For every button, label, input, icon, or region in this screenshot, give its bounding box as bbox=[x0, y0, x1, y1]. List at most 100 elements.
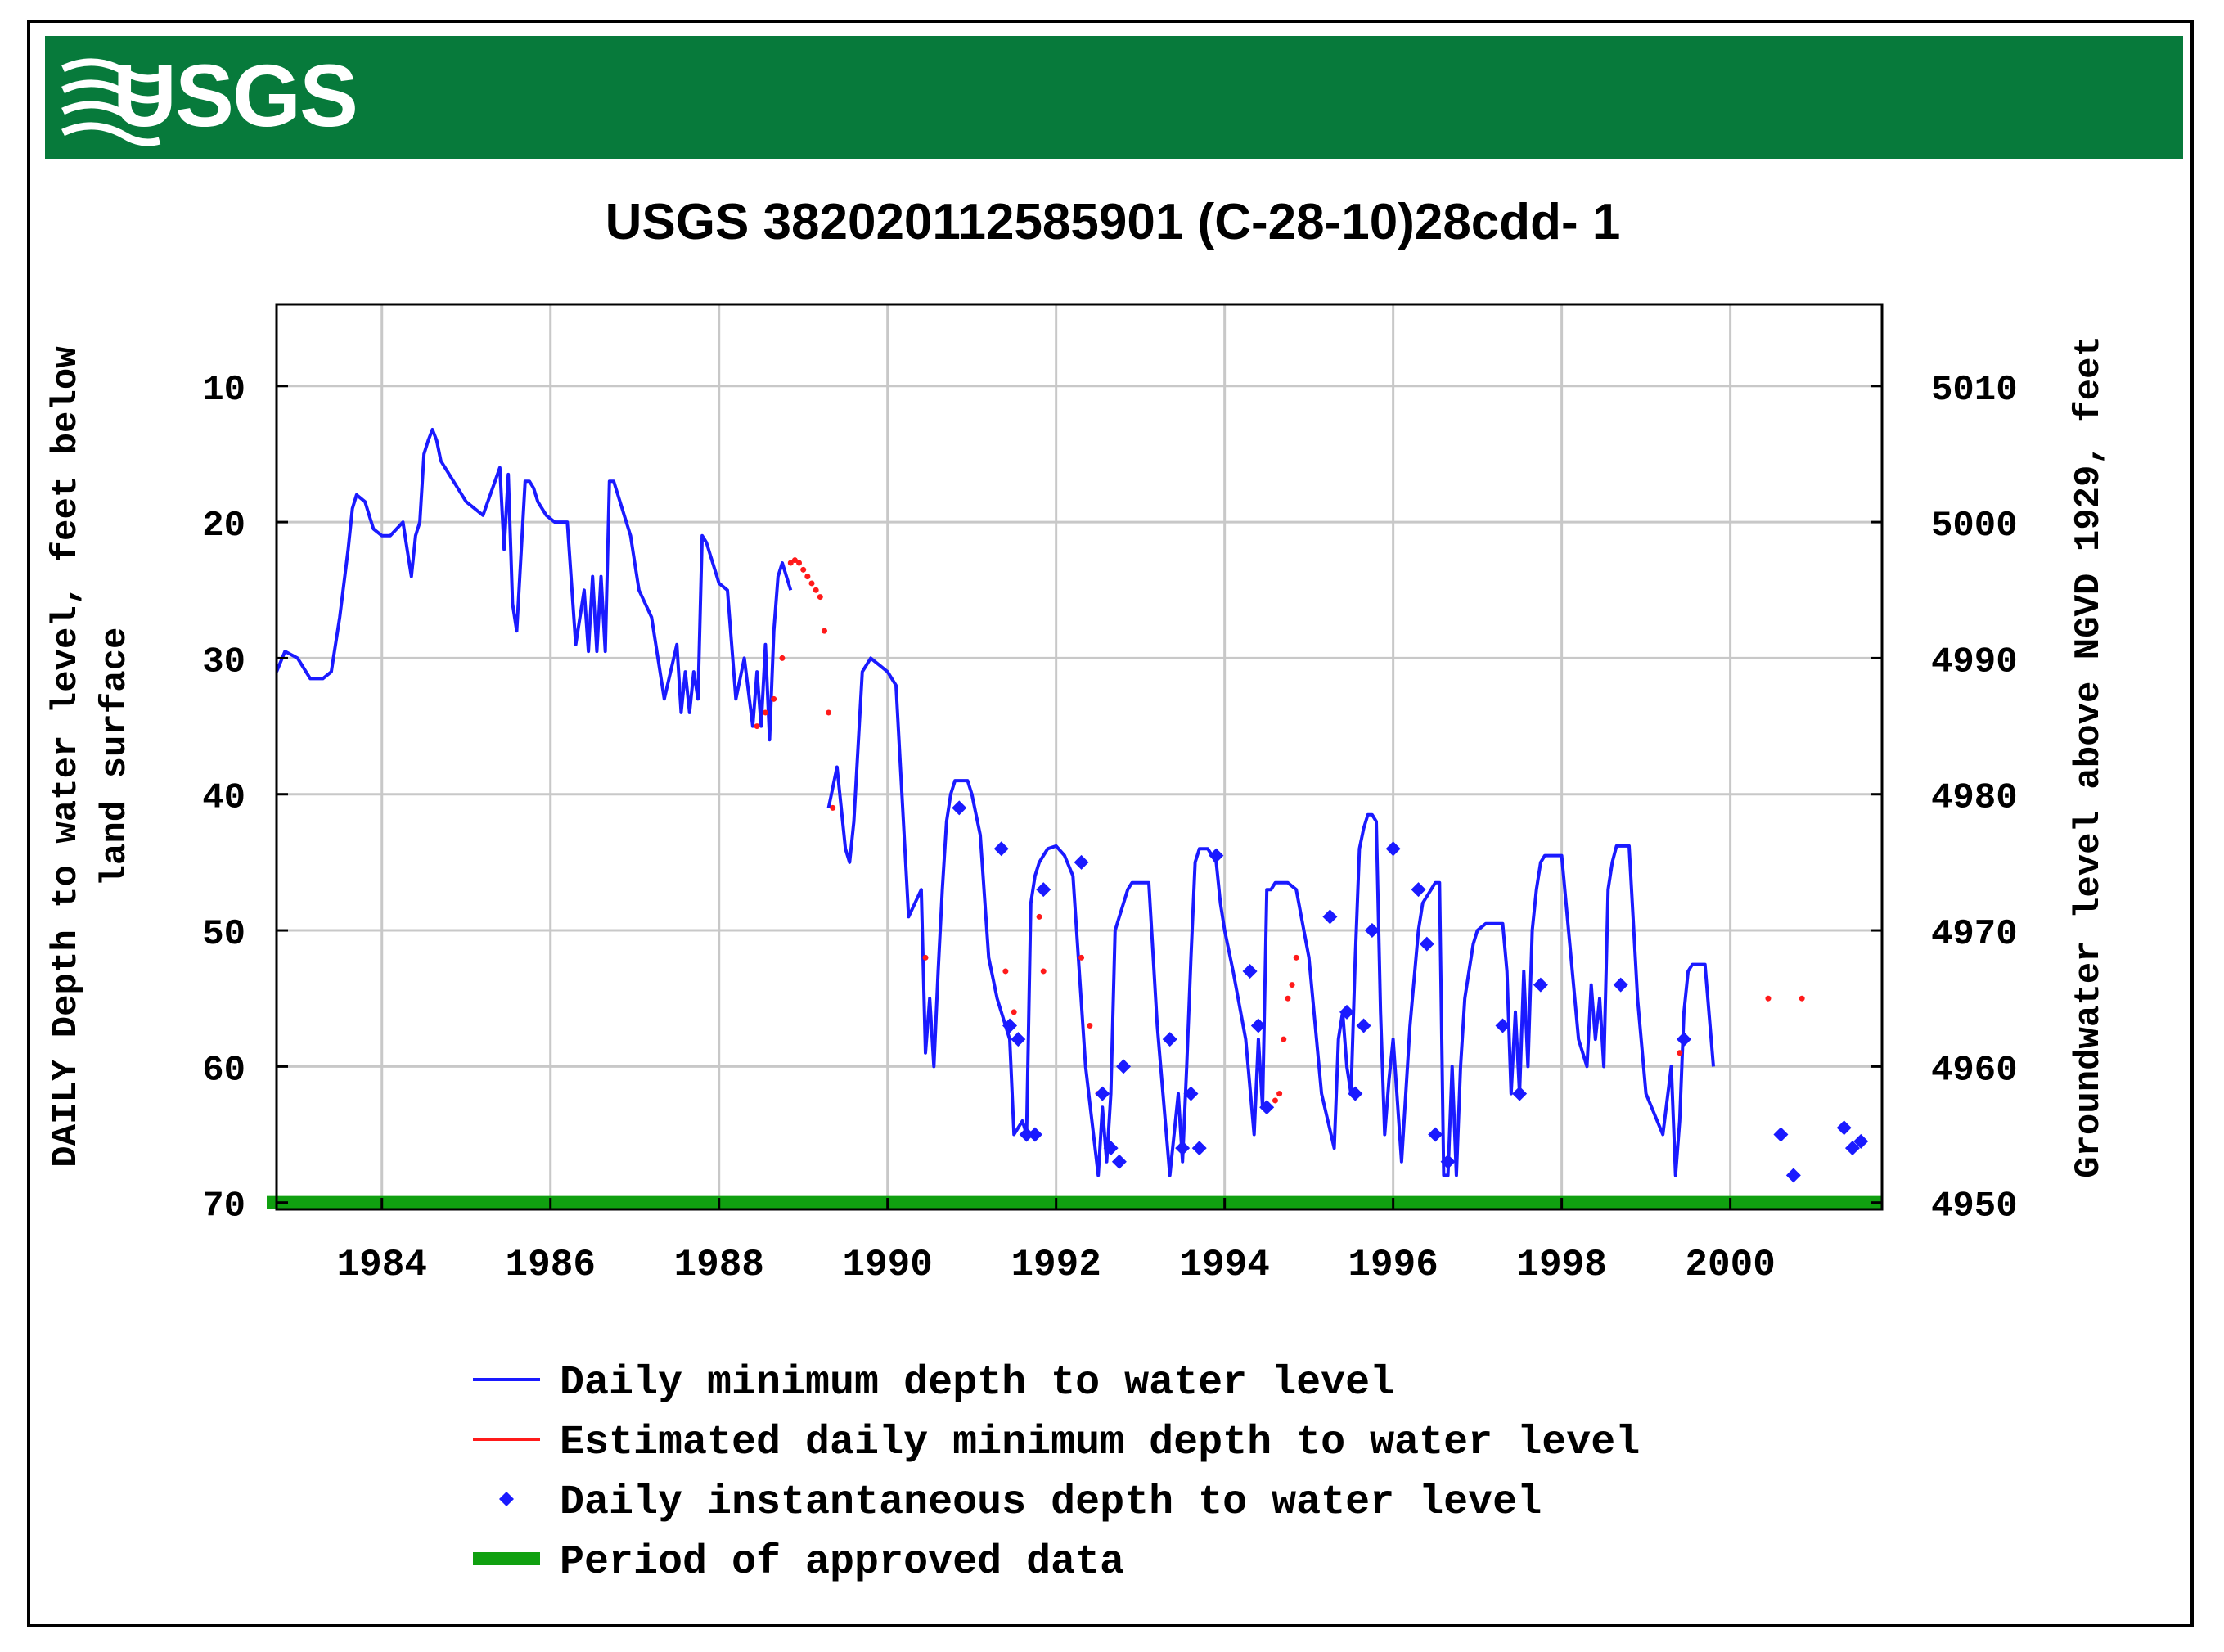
x-tick-label: 1988 bbox=[673, 1244, 763, 1286]
instantaneous-point bbox=[1613, 977, 1628, 993]
instantaneous-point bbox=[1002, 1018, 1018, 1033]
instantaneous-point bbox=[1411, 882, 1426, 898]
instantaneous-point bbox=[1339, 1004, 1354, 1020]
instantaneous-point bbox=[1428, 1127, 1443, 1142]
usgs-banner bbox=[45, 36, 2183, 159]
instantaneous-point bbox=[1853, 1133, 1869, 1149]
estimated-point bbox=[1276, 1091, 1283, 1097]
instantaneous-point bbox=[993, 841, 1009, 857]
instantaneous-point bbox=[1676, 1032, 1691, 1047]
instantaneous-point bbox=[1183, 1086, 1199, 1101]
grid bbox=[277, 304, 1882, 1209]
y-tick-label: 20 bbox=[202, 506, 245, 547]
usgs-logo-icon bbox=[61, 58, 161, 146]
instantaneous-point bbox=[1495, 1018, 1510, 1033]
y-tick-label: 40 bbox=[202, 778, 245, 819]
instantaneous-point bbox=[1191, 1141, 1207, 1156]
instantaneous-point bbox=[1836, 1120, 1852, 1136]
instantaneous-point bbox=[1385, 841, 1401, 857]
series-layer bbox=[267, 428, 1882, 1209]
instantaneous-point bbox=[1074, 854, 1089, 870]
instantaneous-point bbox=[1512, 1086, 1528, 1101]
chart-title: USGS 382020112585901 (C-28-10)28cdd- 1 bbox=[606, 194, 1621, 250]
y-axis-label: land surface bbox=[95, 628, 136, 887]
estimated-point bbox=[826, 709, 832, 716]
estimated-point bbox=[1040, 968, 1047, 975]
estimated-point bbox=[808, 580, 815, 587]
estimated-point bbox=[754, 723, 760, 730]
legend-label: Period of approved data bbox=[560, 1539, 1124, 1586]
instantaneous-point bbox=[1322, 909, 1338, 925]
estimated-point bbox=[800, 566, 807, 573]
y2-tick-label: 5000 bbox=[1931, 506, 2018, 547]
estimated-point bbox=[771, 695, 777, 702]
instantaneous-point bbox=[1773, 1127, 1789, 1142]
instantaneous-point bbox=[1533, 977, 1548, 993]
y-tick-label: 60 bbox=[202, 1050, 245, 1091]
y2-tick-label: 4950 bbox=[1931, 1186, 2018, 1227]
instantaneous-point bbox=[952, 800, 967, 816]
y2-tick-label: 4970 bbox=[1931, 914, 2018, 955]
estimated-point bbox=[791, 557, 798, 564]
legend-label: Estimated daily minimum depth to water l… bbox=[560, 1420, 1640, 1466]
legend-marker bbox=[499, 1492, 514, 1506]
instantaneous-point bbox=[1440, 1154, 1456, 1169]
estimated-point bbox=[787, 560, 794, 566]
estimated-point bbox=[1036, 913, 1042, 920]
estimated-point bbox=[1078, 954, 1085, 961]
instantaneous-point bbox=[1209, 848, 1224, 863]
series-group bbox=[277, 428, 1869, 1183]
instantaneous-point bbox=[1364, 923, 1380, 939]
estimated-point bbox=[1293, 954, 1299, 961]
instantaneous-point bbox=[1019, 1127, 1034, 1142]
instantaneous-point bbox=[1250, 1018, 1266, 1033]
estimated-point bbox=[1285, 995, 1291, 1002]
x-tick-label: 1990 bbox=[842, 1244, 932, 1286]
instantaneous-point bbox=[1095, 1086, 1110, 1101]
x-tick-label: 1984 bbox=[337, 1244, 427, 1286]
estimated-point bbox=[821, 628, 827, 634]
x-tick-label: 1998 bbox=[1516, 1244, 1606, 1286]
y2-tick-label: 5010 bbox=[1931, 370, 2018, 411]
estimated-point bbox=[830, 804, 836, 811]
instantaneous-point bbox=[1259, 1100, 1275, 1115]
legend: Daily minimum depth to water level Estima… bbox=[473, 1360, 1640, 1586]
x-tick-label: 1992 bbox=[1011, 1244, 1101, 1286]
axes: 10 20 30 40 50 60 70 5010 5000 4990 4980 4970 4960 49… bbox=[46, 335, 2109, 1286]
estimated-point bbox=[1677, 1050, 1683, 1056]
instantaneous-point bbox=[1419, 936, 1434, 952]
instantaneous-point bbox=[1027, 1127, 1042, 1142]
figure-frame bbox=[27, 20, 2194, 1627]
y-tick-label: 10 bbox=[202, 370, 245, 411]
y-axis-label: DAILY Depth to water level, feet below bbox=[46, 346, 87, 1168]
legend-label: Daily minimum depth to water level bbox=[560, 1360, 1394, 1407]
banner-background bbox=[45, 36, 2183, 159]
x-tick-label: 1986 bbox=[506, 1244, 596, 1286]
estimated-point bbox=[1011, 1009, 1017, 1015]
instantaneous-point bbox=[1111, 1154, 1127, 1169]
estimated-point bbox=[1765, 995, 1772, 1002]
instantaneous-point bbox=[1116, 1059, 1132, 1074]
estimated-point bbox=[1087, 1022, 1093, 1029]
instantaneous-point bbox=[1011, 1032, 1026, 1047]
instantaneous-point bbox=[1175, 1141, 1191, 1156]
estimated-point bbox=[1281, 1036, 1287, 1042]
y-tick-label: 70 bbox=[202, 1186, 245, 1227]
plot-area bbox=[275, 303, 1884, 1211]
series-daily-minimum-line bbox=[826, 656, 1715, 1177]
y2-tick-label: 4990 bbox=[1931, 641, 2018, 682]
y2-tick-label: 4980 bbox=[1931, 778, 2018, 819]
estimated-point bbox=[813, 587, 819, 593]
instantaneous-point bbox=[1785, 1168, 1801, 1183]
estimated-point bbox=[779, 655, 786, 661]
instantaneous-point bbox=[1356, 1018, 1371, 1033]
x-tick-label: 1996 bbox=[1348, 1244, 1438, 1286]
instantaneous-point bbox=[1036, 882, 1051, 898]
legend-label: Daily instantaneous depth to water level bbox=[560, 1479, 1542, 1526]
series-daily-minimum-line bbox=[277, 428, 793, 742]
instantaneous-point bbox=[1242, 963, 1258, 979]
estimated-point bbox=[817, 594, 823, 601]
usgs-logo-text: USGS bbox=[113, 46, 358, 145]
x-tick-label: 1994 bbox=[1179, 1244, 1269, 1286]
